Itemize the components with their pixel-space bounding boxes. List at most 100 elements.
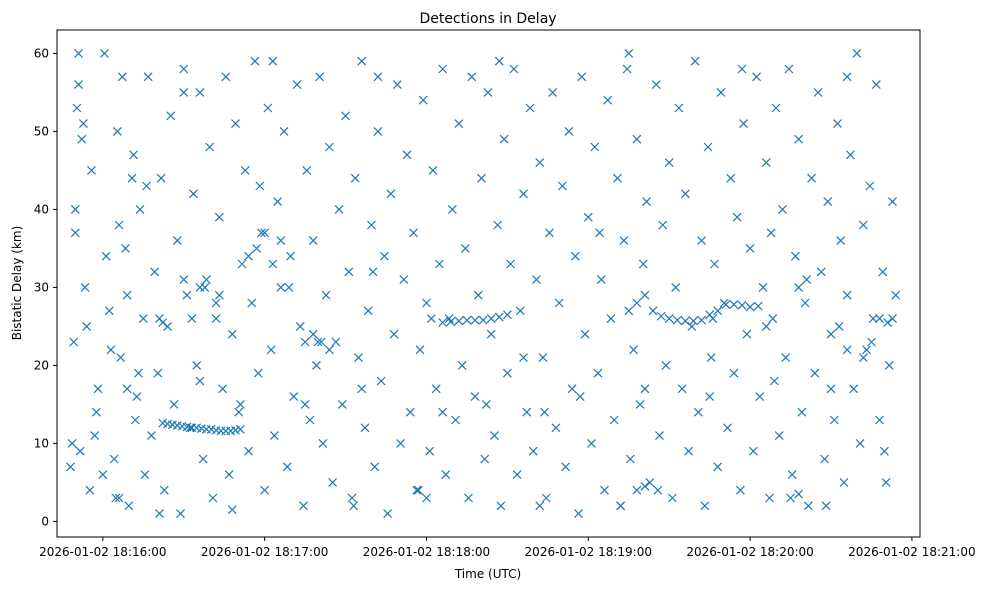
data-point — [575, 392, 585, 402]
data-point — [878, 267, 888, 277]
data-point — [672, 315, 682, 325]
data-point — [787, 470, 797, 480]
data-point — [354, 353, 363, 363]
data-point — [595, 228, 605, 238]
data-point — [276, 282, 286, 292]
data-point — [697, 236, 706, 246]
data-point — [295, 321, 305, 331]
data-point — [600, 485, 609, 495]
data-point — [263, 103, 273, 113]
data-point — [716, 87, 726, 97]
data-point — [344, 267, 354, 277]
data-point — [875, 415, 884, 425]
data-point — [713, 462, 723, 472]
data-point — [413, 485, 423, 495]
data-point — [680, 316, 690, 326]
data-point — [705, 392, 715, 402]
data-point — [842, 345, 852, 355]
data-point — [786, 493, 795, 503]
data-point — [87, 165, 96, 175]
data-point — [153, 368, 163, 378]
data-point — [357, 384, 367, 394]
data-point — [282, 462, 292, 472]
x-tick-label: 2026-01-02 18:20:00 — [686, 545, 813, 559]
data-point — [350, 173, 360, 183]
y-tick-label: 50 — [34, 124, 49, 138]
data-point — [231, 119, 240, 129]
data-point — [279, 126, 289, 136]
data-point — [858, 353, 868, 363]
data-point — [166, 111, 176, 121]
data-point — [794, 134, 804, 144]
data-point — [769, 376, 779, 386]
data-point — [134, 368, 143, 378]
data-point — [447, 204, 457, 214]
data-point — [114, 220, 124, 230]
data-point — [312, 360, 321, 370]
data-point — [214, 290, 224, 300]
data-point — [470, 315, 480, 325]
data-point — [101, 251, 111, 261]
data-point — [834, 321, 844, 331]
data-point — [300, 399, 310, 409]
data-point — [313, 337, 323, 347]
data-point — [632, 134, 642, 144]
data-point — [286, 251, 295, 261]
data-point — [438, 407, 448, 417]
data-point — [260, 228, 270, 238]
data-point — [829, 415, 839, 425]
data-point — [674, 103, 684, 113]
data-point — [781, 353, 791, 363]
data-point — [541, 493, 551, 503]
data-point — [525, 103, 535, 113]
y-axis: 0 10 20 30 40 50 60 — [34, 46, 57, 528]
data-point — [748, 446, 758, 456]
data-point — [766, 228, 776, 238]
data-point — [658, 220, 668, 230]
data-point — [651, 80, 661, 90]
data-point — [112, 126, 122, 136]
data-point — [462, 315, 472, 325]
data-point — [373, 72, 383, 82]
data-point — [189, 189, 198, 199]
data-point — [425, 446, 435, 456]
data-point — [802, 275, 812, 285]
data-point — [409, 228, 418, 238]
data-point — [865, 181, 875, 191]
data-point — [347, 493, 357, 503]
data-point — [337, 399, 347, 409]
data-point — [821, 501, 831, 511]
data-point — [836, 236, 846, 246]
data-point — [140, 470, 150, 480]
data-point — [624, 48, 634, 58]
data-point — [392, 80, 402, 90]
data-point — [494, 312, 504, 322]
data-point — [867, 337, 876, 347]
data-point — [276, 236, 286, 246]
data-point — [502, 310, 512, 320]
data-point — [422, 493, 431, 503]
data-point — [315, 72, 325, 82]
data-point — [211, 298, 221, 308]
data-point — [590, 142, 600, 152]
data-point — [784, 64, 794, 74]
data-point — [185, 423, 195, 433]
data-point — [109, 454, 119, 464]
data-point — [341, 111, 350, 121]
y-tick-label: 60 — [34, 46, 49, 60]
data-point — [580, 329, 590, 339]
data-point — [169, 399, 179, 409]
data-point — [624, 306, 634, 316]
data-point — [363, 306, 373, 316]
data-point — [570, 251, 580, 261]
data-point — [823, 197, 833, 207]
data-point — [150, 267, 160, 277]
data-point — [454, 119, 464, 129]
data-point — [619, 236, 629, 246]
data-point — [632, 298, 642, 308]
data-point — [656, 311, 666, 321]
data-point — [729, 368, 739, 378]
data-point — [855, 438, 865, 448]
data-point — [703, 142, 713, 152]
data-point — [156, 173, 166, 183]
